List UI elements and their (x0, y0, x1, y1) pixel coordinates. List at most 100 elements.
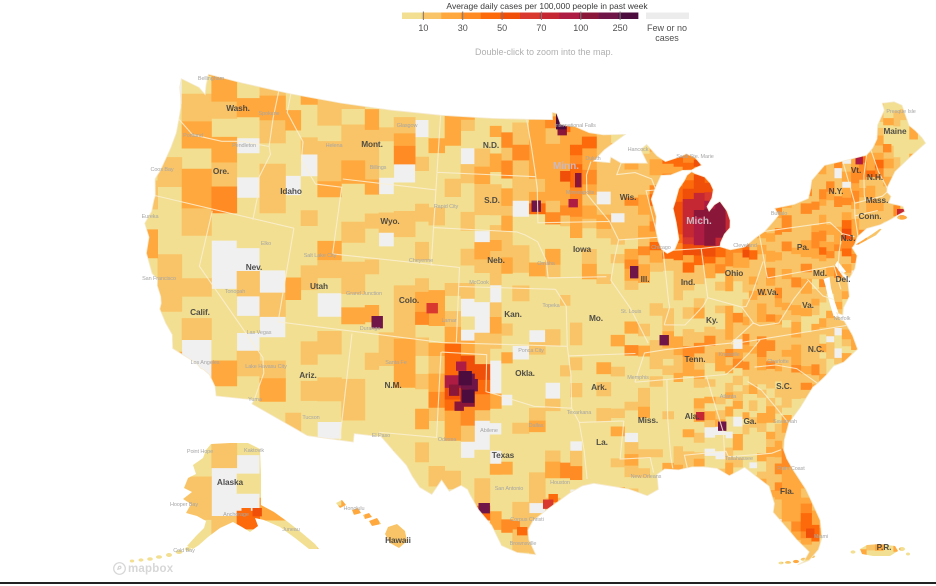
svg-text:N.H.: N.H. (867, 172, 883, 182)
svg-text:Mich.: Mich. (686, 216, 712, 227)
svg-text:N.C.: N.C. (808, 344, 824, 354)
svg-text:Billings: Billings (370, 165, 387, 171)
svg-text:Kaktovik: Kaktovik (244, 448, 264, 454)
svg-text:Charlotte: Charlotte (767, 359, 788, 365)
svg-text:Topeka: Topeka (542, 303, 560, 309)
svg-text:N.M.: N.M. (384, 380, 401, 390)
svg-text:Okla.: Okla. (515, 368, 535, 378)
svg-text:30: 30 (458, 23, 468, 33)
svg-text:50: 50 (497, 23, 507, 33)
svg-text:Texas: Texas (492, 450, 515, 460)
svg-text:Salt Lake City: Salt Lake City (304, 253, 337, 259)
svg-text:Ala.: Ala. (685, 411, 700, 421)
svg-text:Houston: Houston (550, 480, 570, 486)
svg-text:Palm Coast: Palm Coast (777, 466, 805, 472)
svg-text:Hooper Bay: Hooper Bay (170, 502, 198, 508)
svg-text:S.C.: S.C. (776, 381, 792, 391)
svg-text:Average daily cases per 100,00: Average daily cases per 100,000 people i… (446, 1, 648, 11)
svg-text:250: 250 (613, 23, 628, 33)
svg-text:Ponca City: Ponca City (518, 348, 544, 354)
svg-text:Santa Fe: Santa Fe (385, 360, 407, 366)
svg-text:Tenn.: Tenn. (684, 354, 705, 364)
svg-text:Buffalo: Buffalo (771, 211, 787, 217)
svg-text:St. Louis: St. Louis (621, 309, 642, 315)
svg-text:Ariz.: Ariz. (299, 370, 316, 380)
svg-text:Pa.: Pa. (797, 242, 809, 252)
svg-text:Tucson: Tucson (302, 415, 319, 421)
svg-text:Omaha: Omaha (537, 261, 556, 267)
svg-text:Elko: Elko (261, 241, 271, 247)
svg-text:Rapid City: Rapid City (434, 204, 459, 210)
svg-text:Los Angeles: Los Angeles (191, 360, 220, 366)
svg-text:Del.: Del. (836, 274, 851, 284)
svg-text:Knoxville: Knoxville (718, 352, 739, 358)
svg-text:Point Hope: Point Hope (187, 449, 213, 455)
svg-text:Dallas: Dallas (529, 423, 544, 429)
svg-text:Cold Bay: Cold Bay (173, 548, 195, 554)
svg-text:Durango: Durango (360, 326, 380, 332)
svg-text:Minneapolis: Minneapolis (566, 190, 595, 196)
svg-text:El Paso: El Paso (372, 433, 390, 439)
svg-text:Atlanta: Atlanta (720, 394, 737, 400)
svg-text:Hancock: Hancock (628, 147, 649, 153)
svg-text:Mo.: Mo. (589, 313, 603, 323)
svg-text:Alaska: Alaska (217, 477, 244, 487)
svg-text:Conn.: Conn. (858, 211, 881, 221)
svg-text:Las Vegas: Las Vegas (247, 330, 272, 336)
svg-text:Colo.: Colo. (399, 295, 419, 305)
svg-text:Brownsville: Brownsville (510, 541, 537, 547)
svg-text:Chicago: Chicago (651, 245, 671, 251)
svg-text:Helena: Helena (326, 143, 344, 149)
svg-text:Wash.: Wash. (226, 103, 250, 113)
svg-text:Tallahassee: Tallahassee (725, 456, 753, 462)
svg-text:Pendleton: Pendleton (232, 143, 256, 149)
svg-text:Sault Ste. Marie: Sault Ste. Marie (676, 154, 714, 160)
svg-text:Lamar: Lamar (441, 318, 456, 324)
svg-text:La.: La. (596, 437, 608, 447)
svg-text:P.R.: P.R. (877, 542, 892, 552)
svg-text:Juneau: Juneau (282, 527, 299, 533)
svg-text:Yuma: Yuma (248, 397, 263, 403)
svg-text:Norfolk: Norfolk (834, 316, 851, 322)
svg-text:Bellingham: Bellingham (198, 76, 225, 82)
svg-text:Spokane: Spokane (258, 111, 279, 117)
svg-text:Lake Havasu City: Lake Havasu City (245, 364, 287, 370)
svg-text:10: 10 (418, 23, 428, 33)
svg-text:Calif.: Calif. (190, 307, 210, 317)
svg-text:N.D.: N.D. (483, 140, 499, 150)
svg-text:Ark.: Ark. (591, 382, 607, 392)
svg-text:N.J.: N.J. (841, 233, 856, 243)
svg-text:Iowa: Iowa (573, 244, 592, 254)
svg-text:Neb.: Neb. (487, 255, 505, 265)
svg-text:Ky.: Ky. (706, 315, 718, 325)
svg-text:Glasgow: Glasgow (397, 123, 418, 129)
svg-text:San Francisco: San Francisco (142, 276, 176, 282)
svg-text:Miss.: Miss. (638, 415, 658, 425)
svg-text:Ore.: Ore. (213, 166, 229, 176)
svg-text:Texarkana: Texarkana (567, 410, 593, 416)
svg-text:McCook: McCook (469, 280, 489, 286)
svg-text:Coos Bay: Coos Bay (150, 167, 173, 173)
svg-text:Hawaii: Hawaii (385, 535, 411, 545)
svg-text:N.Y.: N.Y. (829, 186, 844, 196)
svg-text:Utah: Utah (310, 281, 328, 291)
svg-text:International Falls: International Falls (554, 123, 596, 129)
svg-text:New Orleans: New Orleans (631, 474, 662, 480)
svg-text:S.D.: S.D. (484, 195, 500, 205)
svg-text:Tonopah: Tonopah (225, 289, 245, 295)
svg-text:Md.: Md. (813, 268, 827, 278)
svg-text:Ill.: Ill. (641, 274, 650, 284)
svg-text:Cleveland: Cleveland (733, 243, 757, 249)
svg-text:Ga.: Ga. (743, 416, 756, 426)
svg-text:cases: cases (655, 33, 679, 43)
svg-text:Cheyenne: Cheyenne (409, 258, 433, 264)
svg-text:Vt.: Vt. (851, 165, 861, 175)
svg-text:70: 70 (536, 23, 546, 33)
svg-text:Odessa: Odessa (438, 437, 457, 443)
svg-text:Wyo.: Wyo. (380, 216, 399, 226)
svg-text:Anchorage: Anchorage (223, 512, 249, 518)
svg-text:Savannah: Savannah (773, 419, 797, 425)
svg-text:San Antonio: San Antonio (495, 486, 524, 492)
svg-text:Grand Junction: Grand Junction (346, 291, 382, 297)
svg-text:Mass.: Mass. (866, 195, 889, 205)
